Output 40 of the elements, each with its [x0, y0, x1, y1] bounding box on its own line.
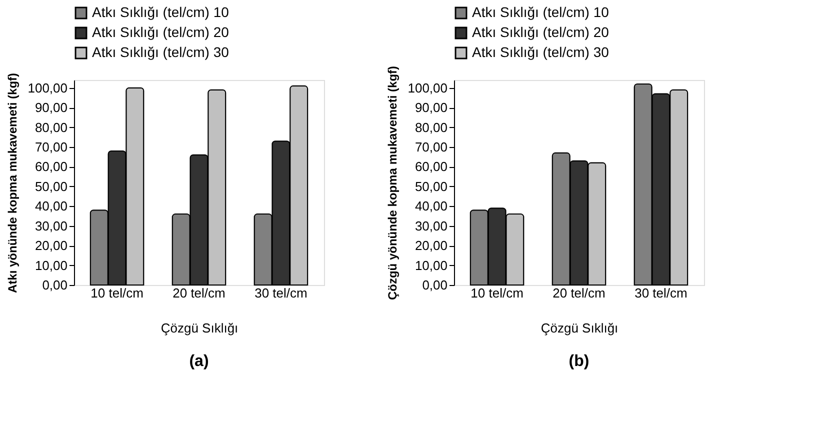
- y-tick-label: 100,00: [408, 80, 448, 96]
- y-tick-label: 60,00: [34, 159, 68, 174]
- legend-label: Atkı Sıklığı (tel/cm) 20: [472, 24, 610, 40]
- y-tick-label: 50,00: [34, 178, 68, 194]
- y-tick-label: 10,00: [414, 258, 448, 273]
- y-tick-label: 40,00: [34, 198, 68, 214]
- y-tick-label: 30,00: [414, 218, 448, 234]
- y-tick-label: 80,00: [34, 120, 68, 135]
- legend-label: Atkı Sıklığı (tel/cm) 20: [92, 24, 230, 40]
- y-tick-label: 80,00: [414, 120, 448, 135]
- y-tick-label: 20,00: [414, 238, 448, 254]
- x-axis-title: Çözgü Sıklığı: [160, 320, 238, 336]
- legend-label: Atkı Sıklığı (tel/cm) 10: [472, 4, 610, 20]
- y-tick-label: 100,00: [28, 80, 68, 96]
- y-tick-label: 0,00: [422, 278, 448, 292]
- y-tick-label: 0,00: [42, 278, 68, 292]
- y-axis-title: Atkı yönünde kopma mukavemeti (kgf): [6, 72, 20, 294]
- legend-label: Atkı Sıklığı (tel/cm) 30: [92, 44, 230, 60]
- y-axis-title: Çözgü yönünde kopma mukavemeti (kgf): [386, 66, 400, 300]
- x-tick-label: 10 tel/cm: [90, 286, 144, 300]
- legend-label: Atkı Sıklığı (tel/cm) 30: [472, 44, 610, 60]
- y-tick-label: 10,00: [34, 258, 68, 273]
- y-tick-label: 20,00: [34, 238, 68, 254]
- y-tick-label: 70,00: [34, 140, 68, 155]
- text: (a): [189, 353, 209, 370]
- y-tick-label: 60,00: [414, 159, 448, 174]
- x-tick-label: 30 tel/cm: [254, 286, 308, 300]
- y-tick-label: 40,00: [414, 198, 448, 214]
- x-tick-label: 10 tel/cm: [470, 286, 524, 300]
- y-tick-label: 30,00: [34, 218, 68, 234]
- y-tick-label: 90,00: [414, 100, 448, 116]
- y-tick-label: 70,00: [414, 140, 448, 155]
- text: (b): [568, 353, 590, 370]
- y-tick-label: 50,00: [414, 178, 448, 194]
- y-tick-label: 90,00: [34, 100, 68, 116]
- x-axis-title: Çözgü Sıklığı: [540, 320, 618, 336]
- legend-label: Atkı Sıklığı (tel/cm) 10: [92, 4, 230, 20]
- x-tick-label: 20 tel/cm: [552, 286, 606, 300]
- x-tick-label: 30 tel/cm: [634, 286, 688, 300]
- x-tick-label: 20 tel/cm: [172, 286, 226, 300]
